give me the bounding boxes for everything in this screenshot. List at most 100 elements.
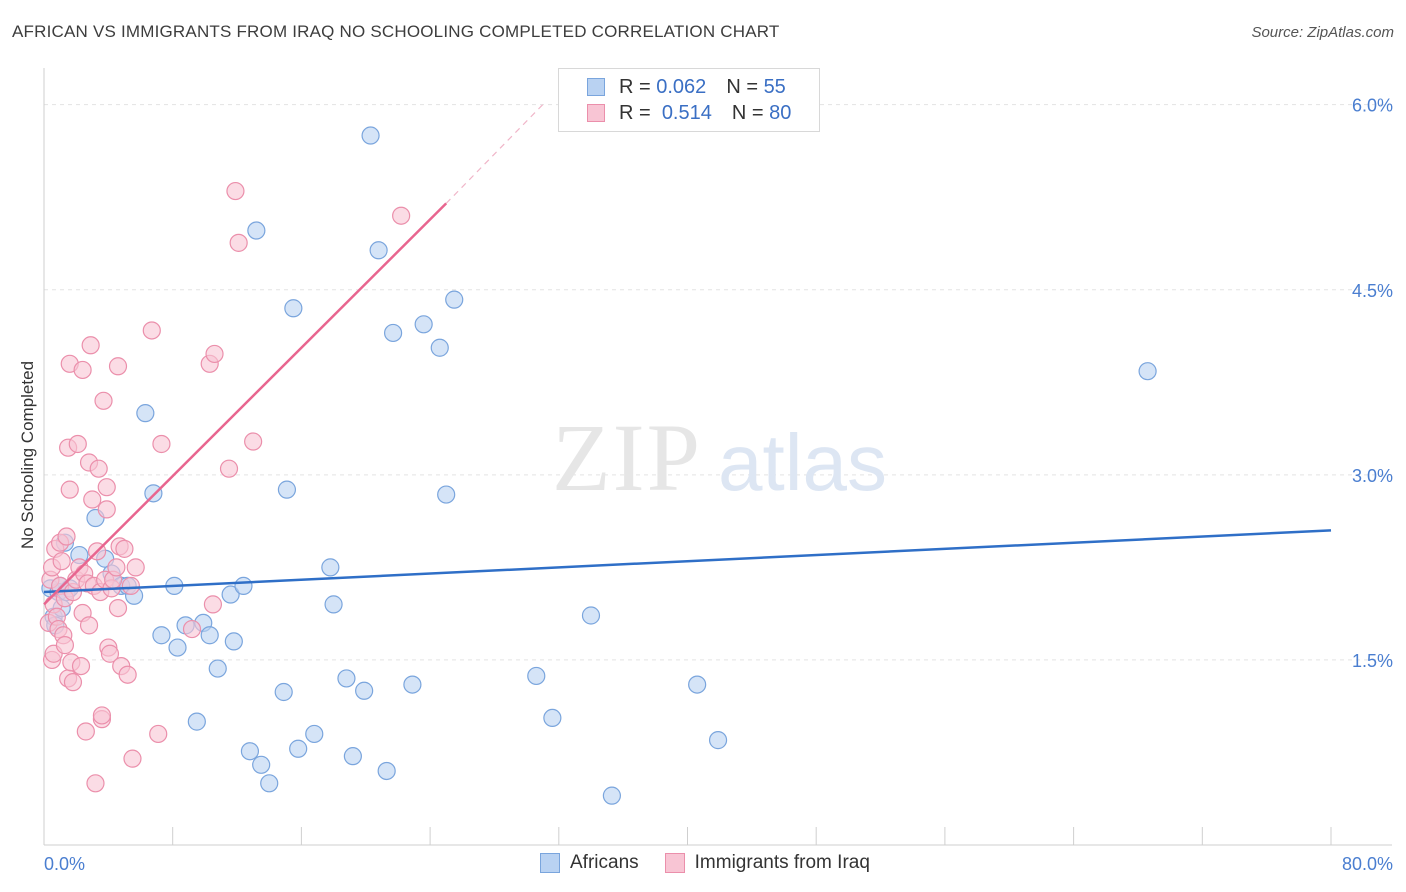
iraq-point [97, 500, 116, 519]
watermark-atlas: atlas [718, 418, 887, 507]
legend-row-africans: R = 0.062 N = 55 [559, 74, 786, 100]
legend-r-label: R = [619, 101, 651, 124]
iraq-point [118, 665, 137, 684]
trend-line-iraq-extension [445, 104, 544, 204]
africans-point [445, 290, 464, 309]
trend-line-africans [43, 529, 1332, 594]
africans-point [1138, 362, 1157, 381]
africans-point [136, 404, 155, 423]
iraq-point [81, 336, 100, 355]
legend-swatch-iraq [664, 853, 685, 873]
africans-point [234, 576, 253, 595]
africans-point [187, 712, 206, 731]
legend-n-label: N = [726, 75, 758, 98]
trend-lines [43, 104, 1332, 606]
watermark: ZIP atlas [552, 404, 887, 511]
legend-n-value: 55 [763, 75, 786, 98]
legend-n-value: 80 [769, 101, 792, 124]
legend-label-africans: Africans [570, 852, 639, 873]
iraq-point [108, 598, 128, 618]
y-axis-label: No Schooling Completed [18, 361, 37, 549]
iraq-point [68, 434, 87, 454]
iraq-point [94, 391, 113, 410]
africans-point [602, 786, 621, 805]
iraq-point [71, 656, 91, 676]
africans-point [383, 323, 403, 343]
africans-point [688, 675, 707, 694]
legend-n-label: N = [731, 101, 764, 124]
iraq-point [244, 432, 263, 451]
iraq-point [121, 576, 140, 595]
legend-row-iraq: R = 0.514 N = 80 [559, 100, 791, 126]
legend-item-iraq[interactable]: Immigrants from Iraq [664, 852, 870, 874]
tick-labels: 1.5% 3.0% 4.5% 6.0% 0.0% 80.0% [44, 96, 1393, 874]
africans-point [708, 731, 728, 750]
x-tick-label-1: 80.0% [1342, 854, 1393, 874]
africans-point [527, 666, 546, 686]
iraq-point [108, 357, 128, 376]
africans-point [403, 675, 422, 694]
iraq-point [219, 459, 239, 478]
africans-point [247, 221, 266, 240]
africans-point [355, 681, 374, 700]
iraq-point [89, 459, 108, 478]
iraq-point [123, 749, 142, 768]
y-tick-label-3: 6.0% [1352, 96, 1393, 116]
legend-item-africans[interactable]: Africans [540, 852, 639, 874]
africans-point [277, 480, 297, 499]
africans-point [274, 682, 293, 702]
africans-point [321, 558, 340, 577]
iraq-point [92, 706, 112, 725]
series-legend: Africans Immigrants from Iraq [540, 852, 896, 874]
iraq-point [182, 619, 202, 639]
y-tick-label-0: 1.5% [1352, 651, 1393, 671]
africans-point [144, 484, 163, 503]
africans-point [414, 315, 433, 334]
iraq-point [149, 724, 168, 744]
iraq-point [205, 344, 224, 364]
legend-r-label: R = [619, 75, 651, 98]
africans-point [152, 626, 171, 645]
iraq-point [226, 181, 245, 201]
iraq-point [107, 558, 126, 577]
iraq-point [142, 321, 161, 340]
axes [43, 68, 1392, 846]
africans-point [305, 724, 324, 744]
chart-title: AFRICAN VS IMMIGRANTS FROM IRAQ NO SCHOO… [12, 22, 780, 41]
africans-point [430, 338, 449, 357]
series-iraq [39, 181, 411, 793]
iraq-point [63, 673, 83, 692]
africans-point [377, 761, 396, 781]
iraq-point [55, 636, 75, 655]
africans-point [343, 747, 362, 766]
legend-swatch-iraq [587, 104, 605, 122]
watermark-zip: ZIP [552, 404, 702, 511]
africans-point [361, 126, 380, 145]
africans-point [337, 669, 356, 688]
legend-r-value: 0.062 [656, 75, 707, 98]
africans-point [324, 595, 343, 614]
iraq-point [52, 552, 71, 571]
africans-point [260, 774, 279, 793]
iraq-point [57, 527, 76, 546]
grid-lines [44, 104, 1392, 661]
trend-line-iraq [43, 202, 448, 606]
iraq-point [79, 616, 99, 635]
iraq-point [97, 478, 116, 497]
legend-r-value: 0.514 [661, 101, 712, 124]
x-tick-label-0: 0.0% [44, 854, 85, 874]
africans-point [543, 708, 562, 728]
legend-swatch-africans [540, 853, 560, 873]
africans-point [224, 632, 243, 651]
africans-point [200, 626, 219, 645]
africans-point [369, 241, 388, 260]
africans-point [221, 585, 240, 604]
iraq-point [76, 722, 95, 741]
africans-point [168, 638, 187, 657]
iraq-point [86, 774, 105, 793]
africans-point [240, 742, 260, 761]
legend-swatch-africans [587, 78, 605, 96]
iraq-point [100, 644, 120, 663]
stats-legend: R = 0.062 N = 55 R = 0.514 N = 80 [558, 68, 820, 132]
